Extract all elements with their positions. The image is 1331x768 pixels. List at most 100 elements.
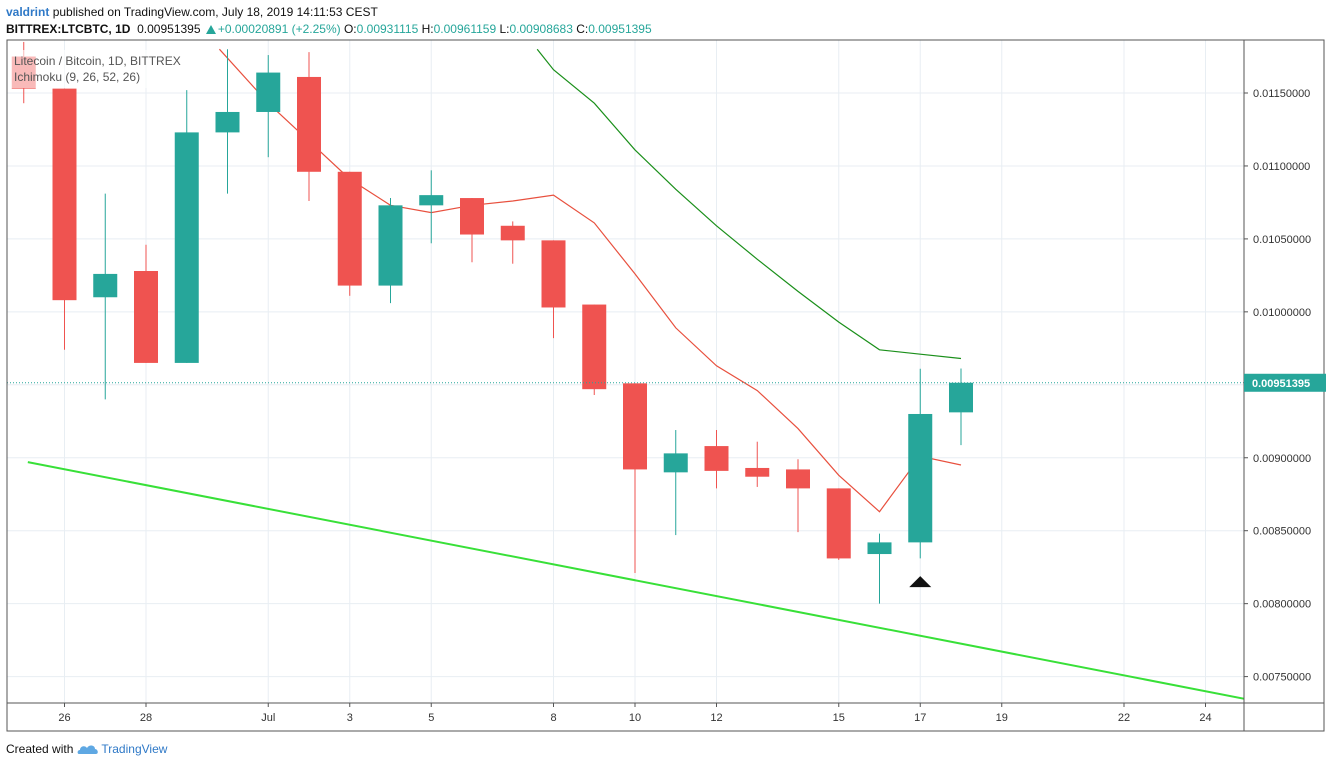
last-price-tag-text: 0.00951395 [1252, 378, 1310, 390]
trendline-layer [27, 461, 1244, 700]
chart-frame [6, 39, 1325, 732]
candle-body [215, 111, 240, 133]
x-tick-label: 19 [996, 712, 1008, 724]
ohlc-line: BITTREX:LTCBTC, 1D 0.00951395 +0.0002089… [6, 22, 652, 36]
y-tick-label: 0.01000000 [1253, 307, 1311, 319]
candle-body [93, 273, 118, 298]
x-tick-label: 8 [550, 712, 556, 724]
open-label: O: [343, 22, 357, 36]
low-label: L: [499, 22, 510, 36]
candle-up [174, 90, 199, 363]
x-tick-label: 28 [140, 712, 152, 724]
indicator-lines [218, 48, 962, 513]
candle-body [704, 446, 729, 471]
x-tick-label: 24 [1199, 712, 1211, 724]
candle-body [908, 413, 933, 543]
open-value: 0.00931115 [356, 22, 419, 36]
candle-body [541, 240, 566, 308]
y-tick-label: 0.01100000 [1253, 161, 1310, 173]
low-value: 0.00908683 [509, 22, 573, 36]
y-tick-label: 0.00800000 [1253, 599, 1311, 611]
candle-body [745, 467, 770, 477]
y-tick-label: 0.00850000 [1253, 526, 1311, 538]
candle-down [52, 88, 77, 350]
candle-down [786, 459, 810, 533]
candle-down [500, 221, 525, 264]
candle-down [337, 171, 362, 296]
candle-body [500, 225, 525, 241]
candle-body [297, 76, 321, 172]
base-line [536, 48, 962, 360]
candle-up [949, 368, 973, 446]
chart-axes [6, 39, 1325, 732]
candle-down [623, 383, 647, 574]
x-tick-label: 12 [710, 712, 722, 724]
y-axis-labels: 0.01150000 0.01100000 0.01050000 0.01000000… [1244, 88, 1311, 684]
x-axis-labels: 26 28 Jul 3 5 8 10 12 15 17 19 22 24 [58, 703, 1212, 724]
candle-down [826, 488, 851, 560]
high-label: H: [421, 22, 434, 36]
candle-up [867, 533, 892, 604]
x-tick-label: 26 [58, 712, 70, 724]
x-tick-label: 15 [833, 712, 845, 724]
close-label: C: [576, 22, 589, 36]
change-value: +0.00020891 (+2.25%) [217, 22, 341, 36]
candle-down [582, 304, 607, 396]
last-price-tag-bg [1244, 373, 1326, 392]
x-tick-label: 3 [347, 712, 353, 724]
candle-body [460, 198, 484, 235]
last-price-tag: 0.00951395 [1244, 373, 1326, 392]
legend-bg [10, 50, 210, 88]
candle-up [663, 430, 688, 536]
x-tick-label: 22 [1118, 712, 1130, 724]
candle-up [378, 198, 403, 304]
symbol-label: BITTREX:LTCBTC, 1D [6, 22, 131, 36]
y-tick-label: 0.01050000 [1253, 234, 1311, 246]
candle-down [297, 52, 321, 201]
candle-body [949, 382, 973, 413]
x-tick-label: 5 [428, 712, 434, 724]
up-arrow-icon [205, 25, 216, 34]
publish-line: valdrint published on TradingView.com, J… [6, 5, 378, 19]
candle-body [582, 304, 607, 390]
support-trendline [27, 461, 1244, 700]
high-value: 0.00961159 [433, 22, 497, 36]
candle-body [867, 542, 892, 555]
candle-body [623, 383, 647, 470]
candle-up [256, 55, 281, 158]
candle-up [93, 193, 118, 400]
candle-body [786, 469, 810, 489]
candle-body [826, 488, 851, 559]
candle-down [134, 244, 158, 363]
y-tick-label: 0.00900000 [1253, 453, 1311, 465]
last-price-value: 0.00951395 [137, 22, 201, 36]
candle-down [704, 430, 729, 489]
y-tick-label: 0.01150000 [1253, 88, 1310, 100]
candle-up [215, 49, 240, 194]
published-text: published on TradingView.com, July 18, 2… [52, 5, 378, 19]
annotation-layer [909, 576, 932, 588]
conversion-line [218, 48, 962, 513]
tradingview-brand[interactable]: TradingView [101, 742, 168, 756]
candles-layer [11, 41, 973, 604]
candle-up [908, 368, 933, 559]
x-tick-label: Jul [261, 712, 275, 724]
candle-down [745, 441, 770, 487]
candle-up [419, 170, 444, 244]
up-arrow-marker-icon [909, 576, 932, 588]
legend-indicator: Ichimoku (9, 26, 52, 26) [14, 70, 140, 84]
x-tick-label: 10 [629, 712, 641, 724]
created-with-label: Created with [6, 742, 74, 756]
candle-body [256, 72, 281, 112]
legend-title: Litecoin / Bitcoin, 1D, BITTREX [14, 54, 181, 68]
candle-body [337, 171, 362, 286]
footer: Created with TradingView [6, 742, 167, 756]
candle-body [378, 205, 403, 286]
candle-body [52, 88, 77, 301]
candle-body [174, 132, 199, 363]
x-tick-label: 17 [914, 712, 926, 724]
author-name[interactable]: valdrint [6, 5, 50, 19]
tradingview-cloud-icon [77, 743, 99, 755]
candle-body [419, 195, 444, 206]
